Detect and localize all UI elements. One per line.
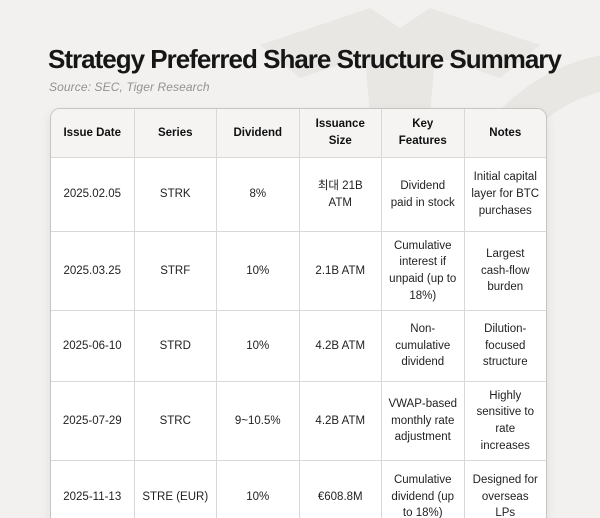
table-row: 2025-11-13 STRE (EUR) 10% €608.8M Cumula…: [51, 460, 546, 518]
cell-notes: Dilution-focused structure: [463, 310, 546, 381]
cell-issue-date: 2025-11-13: [51, 460, 134, 518]
cell-issuance-size: 2.1B ATM: [298, 231, 381, 310]
cell-series: STRE (EUR): [133, 460, 216, 518]
share-structure-table-container: Issue Date Series Dividend Issuance Size…: [50, 108, 547, 518]
cell-key-features: Dividend paid in stock: [381, 157, 464, 231]
page-title: Strategy Preferred Share Structure Summa…: [48, 44, 562, 74]
cell-issue-date: 2025.02.05: [51, 157, 134, 231]
cell-issuance-size: 4.2B ATM: [298, 381, 381, 460]
cell-issuance-size: 최대 21B ATM: [298, 157, 381, 231]
column-header-series: Series: [133, 109, 216, 157]
column-header-notes: Notes: [463, 109, 546, 157]
share-structure-table: Issue Date Series Dividend Issuance Size…: [50, 108, 547, 518]
table-row: 2025-06-10 STRD 10% 4.2B ATM Non-cumulat…: [51, 310, 546, 381]
column-header-dividend: Dividend: [216, 109, 299, 157]
table-header-row: Issue Date Series Dividend Issuance Size…: [51, 109, 546, 157]
cell-issue-date: 2025-07-29: [51, 381, 134, 460]
cell-notes: Largest cash-flow burden: [463, 231, 546, 310]
column-header-key-features: Key Features: [381, 109, 464, 157]
cell-notes: Designed for overseas LPs: [463, 460, 546, 518]
cell-key-features: VWAP-based monthly rate adjustment: [381, 381, 464, 460]
cell-dividend: 10%: [216, 310, 299, 381]
cell-key-features: Cumulative dividend (up to 18%): [381, 460, 464, 518]
cell-issuance-size: 4.2B ATM: [298, 310, 381, 381]
cell-dividend: 10%: [216, 460, 299, 518]
cell-series: STRK: [133, 157, 216, 231]
cell-series: STRF: [133, 231, 216, 310]
cell-notes: Highly sensitive to rate increases: [463, 381, 546, 460]
cell-issue-date: 2025-06-10: [51, 310, 134, 381]
cell-dividend: 8%: [216, 157, 299, 231]
cell-key-features: Non-cumulative dividend: [381, 310, 464, 381]
table-row: 2025.02.05 STRK 8% 최대 21B ATM Dividend p…: [51, 157, 546, 231]
cell-issue-date: 2025.03.25: [51, 231, 134, 310]
table-row: 2025.03.25 STRF 10% 2.1B ATM Cumulative …: [51, 231, 546, 310]
cell-dividend: 10%: [216, 231, 299, 310]
column-header-issue-date: Issue Date: [51, 109, 134, 157]
cell-series: STRD: [133, 310, 216, 381]
table-row: 2025-07-29 STRC 9~10.5% 4.2B ATM VWAP-ba…: [51, 381, 546, 460]
column-header-issuance-size: Issuance Size: [298, 109, 381, 157]
cell-dividend: 9~10.5%: [216, 381, 299, 460]
cell-series: STRC: [133, 381, 216, 460]
source-caption: Source: SEC, Tiger Research: [49, 80, 210, 94]
cell-issuance-size: €608.8M: [298, 460, 381, 518]
cell-notes: Initial capital layer for BTC purchases: [463, 157, 546, 231]
cell-key-features: Cumulative interest if unpaid (up to 18%…: [381, 231, 464, 310]
